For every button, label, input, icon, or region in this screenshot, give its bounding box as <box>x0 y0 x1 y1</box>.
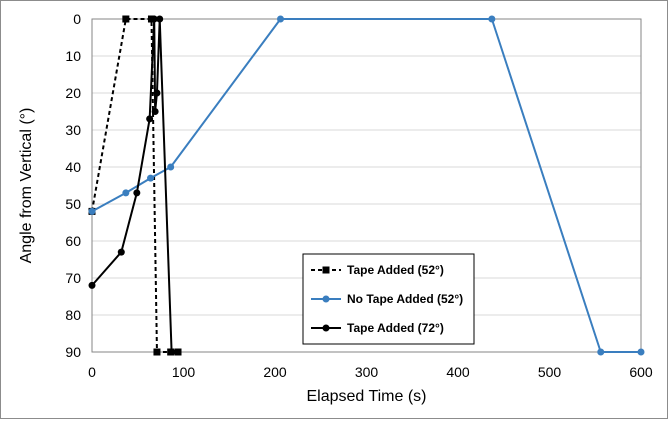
legend-label: Tape Added (72°) <box>347 321 444 335</box>
data-point-marker <box>156 15 164 23</box>
legend-item: Tape Added (72°) <box>311 321 444 335</box>
y-tick-label: 40 <box>65 159 81 175</box>
y-tick-label: 50 <box>65 196 81 212</box>
x-tick-label: 500 <box>538 364 562 380</box>
y-tick-label: 10 <box>65 48 81 64</box>
y-tick-label: 90 <box>65 344 81 360</box>
x-tick-label: 0 <box>88 364 96 380</box>
data-point-marker <box>322 324 330 332</box>
y-axis-title: Angle from Vertical (°) <box>18 108 35 264</box>
data-point-marker <box>122 15 130 23</box>
series-1 <box>88 15 182 356</box>
y-tick-label: 30 <box>65 122 81 138</box>
x-tick-label: 200 <box>263 364 287 380</box>
legend-item: No Tape Added (52°) <box>311 292 463 306</box>
data-point-marker <box>133 189 141 197</box>
legend-label: No Tape Added (52°) <box>347 292 463 306</box>
tick-labels: 0 10 20 30 40 50 60 70 80 90 0 100 200 300 400 500 600 <box>65 11 652 380</box>
data-point-marker <box>322 266 330 274</box>
data-point-marker <box>167 163 175 171</box>
series-line <box>91 18 641 353</box>
y-tick-label: 20 <box>65 85 81 101</box>
x-tick-label: 400 <box>446 364 470 380</box>
data-point-marker <box>150 15 158 23</box>
x-tick-label: 300 <box>355 364 379 380</box>
data-point-marker <box>151 108 159 115</box>
x-axis-title: Elapsed Time (s) <box>306 388 426 405</box>
data-point-marker <box>173 348 181 356</box>
series-line <box>91 18 178 353</box>
data-point-marker <box>146 115 154 123</box>
data-point-marker <box>153 89 161 97</box>
data-point-marker <box>597 348 605 356</box>
legend-label: Tape Added (52°) <box>347 263 444 277</box>
legend: Tape Added (52°) No Tape Added (52°) Tape … <box>302 253 475 345</box>
y-tick-label: 60 <box>65 233 81 249</box>
data-point-marker <box>168 348 176 356</box>
legend-item: Tape Added (52°) <box>311 263 444 277</box>
data-point-marker <box>276 15 284 23</box>
data-point-marker <box>88 207 96 215</box>
x-tick-label: 100 <box>172 364 196 380</box>
data-point-marker <box>153 348 161 356</box>
y-tick-label: 80 <box>65 307 81 323</box>
data-point-marker <box>637 348 645 356</box>
data-point-marker <box>322 295 330 303</box>
data-point-marker <box>117 248 125 256</box>
series-3 <box>88 15 181 356</box>
data-point-marker <box>147 174 155 182</box>
series-2 <box>88 15 645 356</box>
x-tick-label: 600 <box>629 364 653 380</box>
data-point-marker <box>488 15 496 23</box>
data-point-marker <box>122 189 130 197</box>
y-tick-label: 70 <box>65 270 81 286</box>
y-tick-label: 0 <box>73 11 81 27</box>
data-series <box>88 15 645 356</box>
data-point-marker <box>88 281 96 289</box>
